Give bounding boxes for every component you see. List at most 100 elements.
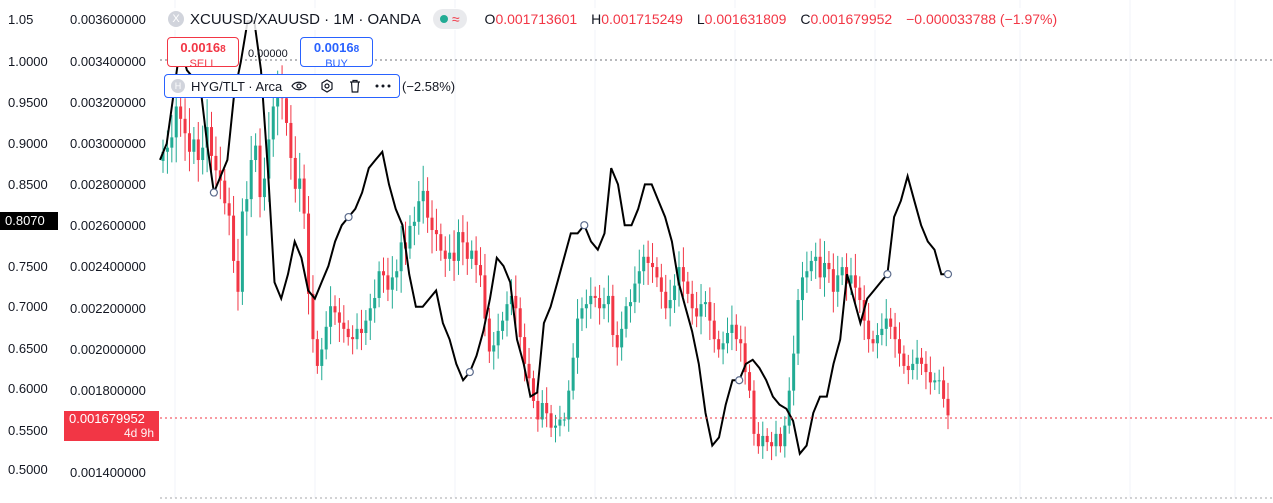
eye-icon[interactable]: [288, 76, 310, 96]
candle-body: [708, 302, 712, 321]
candle-body: [373, 297, 377, 309]
candle-body: [514, 295, 518, 309]
candle-body: [871, 339, 875, 344]
candle-body: [933, 380, 937, 383]
candle-body: [245, 199, 249, 212]
candle-body: [831, 269, 835, 292]
candle-body: [223, 180, 227, 204]
candle-body: [584, 304, 588, 309]
candle-body: [170, 137, 174, 148]
candle-body: [368, 308, 372, 321]
candle-body: [664, 291, 668, 309]
candle-body: [505, 304, 509, 321]
candle-body: [681, 267, 685, 282]
market-status-pill[interactable]: ≈: [432, 9, 467, 29]
candle-body: [174, 106, 178, 138]
candle-body: [589, 295, 593, 305]
candle-body: [430, 217, 434, 231]
candle-body: [911, 363, 915, 371]
axis2-tick: 0.003200000: [70, 95, 146, 110]
sell-button[interactable]: 0.00168 SELL: [167, 37, 239, 70]
candle-body: [408, 225, 412, 249]
candle-body: [382, 271, 386, 276]
axis1-tick: 0.6000: [8, 381, 48, 396]
candle-body: [443, 250, 447, 259]
candle-body: [236, 260, 240, 292]
candle-body: [611, 295, 615, 336]
candle-body: [743, 343, 747, 373]
study-legend[interactable]: H HYG/TLT · Arca: [164, 74, 400, 98]
candle-body: [311, 293, 315, 340]
axis2-tick: 0.001400000: [70, 465, 146, 480]
candle-body: [770, 442, 774, 447]
left-price-scale-1[interactable]: 1.05 1.0000 0.9500 0.9000 0.8500 0.7500 …: [0, 0, 56, 503]
candle-body: [633, 283, 637, 303]
candle-body: [342, 322, 346, 329]
candle-body: [549, 413, 553, 428]
candle-body: [545, 402, 549, 414]
overlay-marker: [209, 188, 218, 197]
candle-body: [483, 275, 487, 319]
candle-body: [329, 306, 333, 327]
candle-body: [399, 242, 403, 272]
candle-body: [487, 318, 491, 352]
candle-body: [201, 147, 205, 161]
symbol-title[interactable]: XCUUSD/XAUUSD · 1M · OANDA: [190, 10, 421, 28]
candle-body: [858, 287, 862, 301]
candle-body: [765, 435, 769, 443]
symbol-legend[interactable]: X XCUUSD/XAUUSD · 1M · OANDA ≈ O0.001713…: [168, 8, 1058, 30]
trash-icon[interactable]: [344, 76, 366, 96]
overlay-marker: [465, 367, 474, 377]
candle-body: [315, 339, 319, 366]
ohlc-close-label: C: [800, 11, 811, 27]
candle-body: [814, 256, 818, 261]
more-icon[interactable]: [372, 76, 394, 96]
candle-body: [298, 178, 302, 189]
candle-body: [787, 390, 791, 426]
candle-body: [333, 306, 337, 313]
candle-body: [677, 267, 681, 286]
candle-body: [351, 337, 355, 340]
axis2-tick: 0.002000000: [70, 342, 146, 357]
overlay-marker: [943, 270, 953, 279]
sell-price-sup: 8: [220, 44, 226, 55]
candle-body: [355, 328, 359, 340]
candle-body: [889, 318, 893, 327]
candle-body: [536, 400, 540, 420]
candle-body: [840, 267, 844, 276]
ohlc-open-value: 0.001713601: [495, 11, 578, 27]
last-price-label: 0.001679952 4d 9h: [64, 411, 159, 441]
candle-body: [571, 357, 575, 391]
ohlc-change: −0.000033788 (−1.97%): [906, 11, 1058, 27]
candle-body: [800, 277, 804, 301]
settings-icon[interactable]: [316, 76, 338, 96]
candle-body: [187, 133, 191, 152]
candle-body: [518, 308, 522, 338]
candle-body: [725, 332, 729, 344]
candle-body: [823, 262, 827, 278]
candle-body: [426, 190, 430, 218]
axis2-tick: 0.002800000: [70, 177, 146, 192]
sell-price-main: 0.0016: [180, 40, 221, 55]
candle-body: [761, 435, 765, 447]
buy-price: 0.00168: [314, 40, 359, 55]
ohlc-low-label: L: [696, 11, 705, 27]
candle-body: [884, 318, 888, 329]
study-title[interactable]: HYG/TLT · Arca: [191, 78, 283, 94]
candle-body: [465, 242, 469, 259]
candle-body: [302, 178, 306, 214]
candle-body: [276, 92, 280, 107]
buy-button[interactable]: 0.00168 BUY: [300, 37, 373, 70]
axis1-tick: 0.6500: [8, 341, 48, 356]
candle-body: [576, 318, 580, 358]
candle-body: [523, 337, 527, 364]
overlay-line-series: [159, 20, 948, 456]
candle-body: [359, 328, 363, 333]
candle-body: [452, 252, 456, 261]
candle-body: [628, 302, 632, 307]
candle-body: [377, 271, 381, 298]
market-wave-icon: ≈: [451, 11, 460, 27]
left-price-scale-2[interactable]: 0.003600000 0.003400000 0.003200000 0.00…: [62, 0, 160, 503]
